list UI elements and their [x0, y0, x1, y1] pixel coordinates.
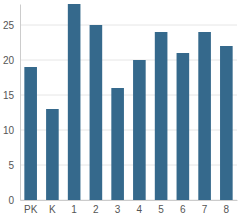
x-tick: 2 — [93, 200, 99, 215]
chart: 0 5 10 15 20 25 PK K 1 2 3 4 5 6 7 8 — [0, 0, 240, 220]
x-tick: 4 — [137, 200, 143, 215]
x-axis: PK K 1 2 3 4 5 6 7 8 — [21, 200, 238, 215]
bar — [133, 60, 146, 200]
x-tick-label: K — [49, 204, 56, 215]
x-tick-label: 6 — [180, 204, 186, 215]
x-tick: K — [49, 200, 56, 215]
x-tick-label: 5 — [158, 204, 164, 215]
bar — [90, 25, 103, 200]
x-tick-label: PK — [24, 204, 38, 215]
y-tick: 10 — [3, 125, 20, 136]
x-axis-line — [21, 200, 238, 201]
bar — [68, 4, 81, 200]
grid — [20, 25, 237, 200]
x-tick: PK — [24, 200, 38, 215]
bar — [46, 109, 59, 200]
bar — [198, 32, 211, 200]
x-tick-label: 4 — [137, 204, 143, 215]
bars — [24, 4, 232, 200]
y-tick: 25 — [3, 20, 20, 31]
y-tick-label: 25 — [3, 20, 15, 31]
y-tick-label: 20 — [3, 55, 15, 66]
y-tick: 15 — [3, 90, 20, 101]
bar — [177, 53, 190, 200]
x-tick-label: 2 — [93, 204, 99, 215]
y-tick-label: 15 — [3, 90, 15, 101]
bar — [111, 88, 124, 200]
x-tick: 5 — [158, 200, 164, 215]
x-tick: 6 — [180, 200, 186, 215]
y-axis-line — [20, 5, 21, 201]
x-tick: 8 — [224, 200, 230, 215]
x-tick-label: 7 — [202, 204, 208, 215]
bar — [24, 67, 37, 200]
x-tick: 7 — [202, 200, 208, 215]
x-tick-label: 1 — [71, 204, 77, 215]
x-tick-label: 8 — [224, 204, 230, 215]
y-tick-label: 0 — [8, 195, 14, 206]
plot: 0 5 10 15 20 25 PK K 1 2 3 4 5 6 7 8 — [3, 4, 238, 215]
y-tick: 0 — [8, 195, 20, 206]
bar — [220, 46, 233, 200]
y-tick-label: 10 — [3, 125, 15, 136]
y-axis: 0 5 10 15 20 25 — [3, 5, 21, 206]
x-tick-label: 3 — [115, 204, 121, 215]
bar — [155, 32, 168, 200]
grid-line — [20, 25, 237, 26]
y-tick: 5 — [8, 160, 20, 171]
y-tick: 20 — [3, 55, 20, 66]
y-tick-label: 5 — [8, 160, 14, 171]
x-tick: 3 — [115, 200, 121, 215]
x-tick: 1 — [71, 200, 77, 215]
